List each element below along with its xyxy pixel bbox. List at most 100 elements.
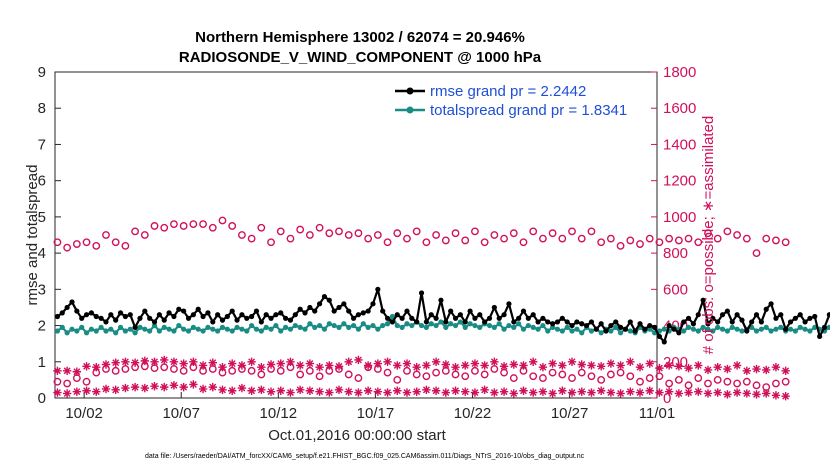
obs-assimilated-point bbox=[422, 361, 431, 370]
rmse-point bbox=[331, 308, 337, 314]
obs-assimilated-point bbox=[538, 363, 548, 372]
rmse-point bbox=[559, 315, 565, 321]
totalspread-point bbox=[564, 324, 570, 330]
rmse-point bbox=[802, 319, 808, 325]
obs-assimilated-point bbox=[72, 387, 82, 396]
rmse-point bbox=[812, 313, 818, 320]
rmse-point bbox=[656, 333, 663, 340]
totalspread-point bbox=[171, 328, 177, 334]
obs-assimilated-point bbox=[616, 361, 625, 370]
rmse-point bbox=[710, 315, 716, 321]
obs-possible-point bbox=[577, 368, 586, 377]
obs-assimilated-point bbox=[383, 357, 392, 366]
obs-possible-point bbox=[539, 374, 547, 382]
obs-possible-point bbox=[63, 379, 72, 388]
rmse-point bbox=[185, 315, 192, 321]
totalspread-point bbox=[83, 330, 90, 336]
obs-possible-point bbox=[742, 377, 751, 386]
obs-possible-point bbox=[82, 238, 91, 247]
obs-assimilated-point bbox=[72, 367, 82, 376]
y-axis-label-right: # of obs: o=possible; ∗=assimilated bbox=[700, 116, 717, 355]
totalspread-point bbox=[477, 324, 483, 330]
rmse-point bbox=[350, 315, 357, 321]
rmse-point bbox=[389, 319, 396, 325]
totalspread-point bbox=[690, 326, 697, 332]
obs-possible-point bbox=[636, 377, 644, 386]
y-tick-label-left: 7 bbox=[38, 136, 46, 153]
rmse-point bbox=[438, 297, 444, 303]
obs-possible-point bbox=[772, 379, 780, 388]
totalspread-point bbox=[574, 326, 580, 332]
totalspread-point bbox=[753, 328, 760, 334]
obs-assimilated-point bbox=[237, 361, 247, 370]
rmse-point bbox=[807, 315, 813, 321]
obs-assimilated-point bbox=[645, 359, 654, 368]
totalspread-point bbox=[729, 324, 735, 330]
obs-assimilated-point bbox=[499, 362, 509, 371]
obs-assimilated-point bbox=[684, 363, 693, 373]
y-tick-label-right: 1400 bbox=[663, 136, 696, 153]
obs-assimilated-point bbox=[441, 388, 451, 397]
totalspread-point bbox=[93, 328, 99, 334]
obs-assimilated-point bbox=[295, 385, 305, 395]
totalspread-point bbox=[88, 326, 95, 332]
rmse-point bbox=[681, 319, 687, 325]
rmse-point bbox=[384, 315, 391, 321]
obs-possible-point bbox=[383, 368, 392, 377]
obs-possible-point bbox=[704, 379, 712, 388]
totalspread-point bbox=[433, 322, 439, 329]
totalspread-point bbox=[307, 321, 313, 327]
rmse-point bbox=[443, 319, 449, 325]
obs-possible-point bbox=[296, 225, 305, 234]
obs-assimilated-point bbox=[752, 390, 761, 399]
y-tick-label-right: 1800 bbox=[663, 64, 696, 81]
totalspread-point bbox=[331, 322, 337, 329]
obs-possible-point bbox=[597, 375, 606, 384]
y-tick-label-right: 1200 bbox=[663, 173, 696, 190]
rmse-point bbox=[700, 297, 706, 303]
obs-possible-point bbox=[597, 238, 606, 247]
legend-spread-label: totalspread grand pr = 1.8341 bbox=[430, 102, 627, 119]
obs-assimilated-point bbox=[373, 359, 383, 368]
totalspread-point bbox=[239, 326, 245, 332]
obs-possible-point bbox=[170, 220, 178, 229]
totalspread-point bbox=[613, 324, 619, 330]
rmse-point bbox=[724, 308, 730, 314]
totalspread-point bbox=[258, 328, 264, 334]
rmse-point bbox=[588, 319, 595, 325]
rmse-point bbox=[749, 319, 755, 325]
chart-title-line-2: RADIOSONDE_V_WIND_COMPONENT @ 1000 hPa bbox=[179, 49, 542, 66]
rmse-point bbox=[263, 312, 269, 318]
obs-assimilated-point bbox=[412, 363, 421, 372]
legend: rmse grand pr = 2.2442 totalspread grand… bbox=[395, 83, 627, 119]
obs-assimilated-point bbox=[538, 387, 548, 396]
rmse-point bbox=[545, 319, 551, 325]
obs-assimilated-point bbox=[101, 384, 111, 394]
rmse-point bbox=[321, 293, 328, 300]
rmse-point bbox=[622, 326, 629, 332]
obs-possible-point bbox=[267, 238, 275, 247]
rmse-point bbox=[210, 319, 216, 325]
obs-assimilated-point bbox=[529, 357, 538, 366]
rmse-point bbox=[195, 306, 201, 312]
obs-possible-point bbox=[315, 223, 324, 232]
obs-assimilated-point bbox=[266, 360, 276, 369]
obs-possible-point bbox=[704, 229, 712, 238]
rmse-point bbox=[83, 312, 90, 318]
rmse-point bbox=[666, 322, 672, 329]
obs-possible-point bbox=[383, 238, 392, 247]
obs-assimilated-point bbox=[771, 391, 781, 400]
obs-assimilated-point bbox=[325, 361, 334, 370]
totalspread-point bbox=[409, 322, 415, 329]
rmse-point bbox=[457, 312, 463, 318]
obs-possible-point bbox=[694, 238, 703, 247]
y-tick-label-right: 800 bbox=[663, 245, 688, 262]
obs-possible-point bbox=[752, 381, 761, 390]
totalspread-point bbox=[127, 326, 133, 332]
rmse-point bbox=[142, 308, 148, 314]
obs-possible-point bbox=[733, 231, 742, 239]
obs-assimilated-point bbox=[315, 387, 324, 396]
obs-assimilated-point bbox=[519, 361, 528, 370]
totalspread-point bbox=[360, 321, 366, 327]
obs-possible-point bbox=[72, 240, 81, 248]
